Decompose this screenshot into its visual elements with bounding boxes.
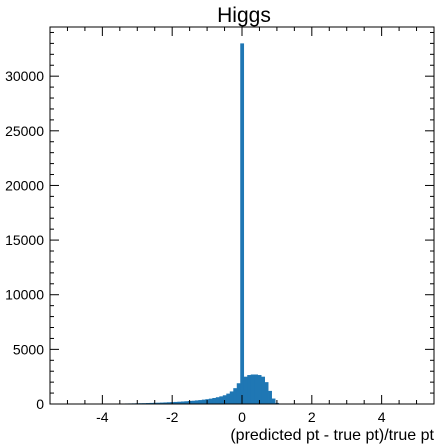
histogram-bar-27: [177, 401, 182, 404]
histogram-bar-46: [243, 376, 248, 404]
histogram-bar-38: [215, 397, 220, 404]
histogram-bar-19: [149, 402, 154, 404]
y-tick-label: 25000: [5, 123, 44, 139]
chart-title: Higgs: [217, 4, 271, 27]
histogram-bar-23: [163, 402, 168, 404]
histogram-bar-51: [261, 376, 265, 404]
plot-frame: [49, 26, 435, 405]
histogram-bar-43: [233, 388, 238, 404]
histogram-bar-24: [166, 402, 171, 404]
y-tick-label: 5000: [13, 341, 44, 357]
histogram-bar-32: [194, 400, 199, 404]
histogram-bar-26: [173, 401, 178, 404]
histogram-bar-44: [236, 383, 241, 404]
histogram-bar-52: [264, 382, 269, 404]
histogram-bar-36: [208, 398, 213, 404]
histogram-bar-41: [226, 393, 231, 404]
histogram-bar-31: [191, 400, 196, 404]
x-tick-label: 2: [308, 409, 316, 425]
histogram-bar-48: [250, 374, 255, 404]
histogram-bar-47: [247, 375, 252, 404]
histogram-bar-34: [201, 399, 206, 404]
x-tick-label: -4: [96, 409, 109, 425]
histogram-bar-37: [212, 397, 217, 404]
x-tick-label: 0: [238, 409, 246, 425]
histogram-bar-49: [254, 374, 259, 404]
y-tick-label: 30000: [5, 68, 44, 84]
x-tick-label: 4: [378, 409, 386, 425]
y-tick-label: 20000: [5, 177, 44, 193]
histogram-bar-45: [240, 43, 245, 404]
histogram-bar-21: [156, 402, 161, 404]
histogram-bar-53: [268, 390, 272, 404]
histogram-bar-50: [257, 375, 262, 404]
histogram-bar-54: [271, 398, 276, 404]
y-tick-label: 10000: [5, 287, 44, 303]
histogram-bar-22: [159, 402, 164, 404]
histogram-bars: [83, 43, 286, 404]
histogram-bar-33: [198, 400, 203, 404]
histogram-bar-42: [229, 391, 234, 404]
x-axis-label: (predicted pt - true pt)/true pt: [230, 427, 434, 444]
y-tick-label: 0: [36, 396, 44, 412]
axis-tick-labels: -4 -2 0 2 4 0 5000 10000 15000 20000 25000 30000: [5, 68, 386, 425]
histogram-bar-40: [222, 395, 227, 404]
histogram-bar-29: [184, 401, 189, 404]
histogram-bar-39: [219, 396, 224, 404]
y-tick-label: 15000: [5, 232, 44, 248]
x-tick-label: -2: [166, 409, 179, 425]
histogram-bar-28: [180, 401, 185, 404]
